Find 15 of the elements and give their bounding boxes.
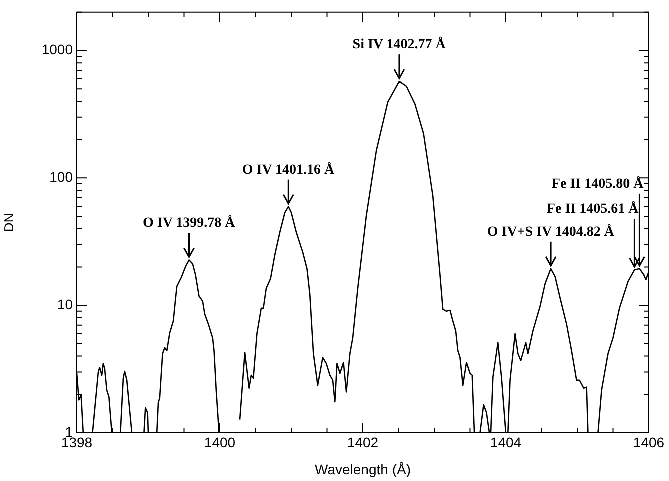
x-axis-title: Wavelength (Å) [315,461,411,478]
x-tick-label: 1404 [490,434,522,450]
y-tick-label: 100 [50,169,74,186]
x-tick-label: 1402 [347,434,379,450]
annotation: Fe II 1405.80 Å [552,176,645,192]
annotation: Si IV 1402.77 Å [352,36,447,53]
annotation: O IV 1401.16 Å [242,162,336,178]
x-tick-label: 1406 [633,434,665,450]
annotation: Fe II 1405.61 Å [546,201,640,218]
y-tick-label: 1000 [42,42,74,58]
annotation: O IV+S IV 1404.82 Å [487,224,616,240]
y-axis-title: DN [1,213,16,232]
y-tick-label: 10 [57,296,74,312]
annotation: O IV 1399.78 Å [142,215,236,232]
x-tick-label: 1400 [204,434,236,450]
